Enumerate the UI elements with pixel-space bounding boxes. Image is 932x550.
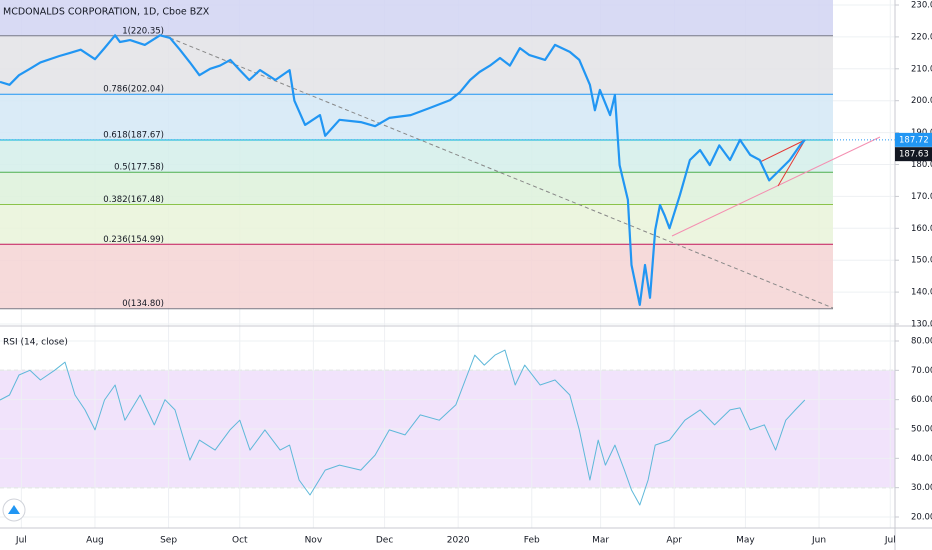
fib-zone [0,172,833,205]
x-tick-label: Mar [592,536,609,546]
y-tick-label: 180.00 [911,160,932,170]
logo [2,498,26,522]
wedge-line [777,139,806,187]
axis: Jul Aug Sep Oct Nov Dec 2020 Feb Mar Apr May Jun Jul… [15,1,932,546]
series-line [0,349,806,506]
x-tick-label: Sep [160,536,177,546]
fib-zone [0,0,833,36]
y-tick-label: 230.00 [911,1,932,11]
y-tick-label: 40.00 [911,454,932,464]
y-tick-label: 210.00 [911,64,932,74]
fib-label: 0.786(202.04) [103,85,164,95]
x-tick-label: Aug [86,536,104,546]
trend-line [671,136,881,237]
plot [0,34,895,506]
trend-line [169,37,834,309]
y-tick-label: 200.00 [911,96,932,106]
fib-zone [0,35,833,95]
fib-zone [0,94,833,141]
fib-zone [0,244,833,309]
x-tick-label: Oct [232,536,248,546]
y-tick-label: 50.00 [911,425,932,435]
fib-zones: 1(220.35) 0.786(202.04) 0.618(187.67) 0.5(1… [0,0,833,310]
y-tick-label: 130.00 [911,320,932,330]
fib-label: 0.382(167.48) [103,195,164,205]
fib-zone [0,204,833,245]
x-tick-label: Jul [15,536,27,546]
y-tick-label: 220.00 [911,32,932,42]
wedge-line [759,139,806,163]
fib-label: 0.618(187.67) [103,131,164,141]
price-label-box [895,147,932,162]
rsi-title: RSI (14, close) [3,338,68,348]
chart-title: MCDONALDS CORPORATION, 1D, Cboe BZX [3,7,210,18]
y-tick-label: 170.00 [911,192,932,202]
series-line [0,34,806,306]
y-tick-label: 160.00 [911,224,932,234]
price-label: 187.63 [899,150,929,160]
fib-label: 0.236(154.99) [103,235,164,245]
y-tick-label: 150.00 [911,256,932,266]
y-tick-label: 70.00 [911,366,932,376]
fib-label: 0.5(177.58) [114,163,164,173]
y-tick-label: 80.00 [911,337,932,347]
x-tick-label: Apr [666,536,682,546]
y-tick-label: 140.00 [911,288,932,298]
fib-label: 0(134.80) [122,299,164,309]
price-label: 187.72 [899,135,929,145]
x-tick-label: Jul [884,536,896,546]
fib-label: 1(220.35) [122,26,164,36]
price-label-box [895,132,932,147]
x-tick-label: Nov [305,536,323,546]
y-tick-label: 30.00 [911,483,932,493]
x-tick-label: Feb [524,536,540,546]
x-tick-label: 2020 [447,536,470,546]
x-tick-label: Dec [376,536,393,546]
x-tick-label: May [736,536,755,546]
x-tick-label: Jun [811,536,826,546]
y-tick-label: 20.00 [911,513,932,523]
y-tick-label: 60.00 [911,395,932,405]
